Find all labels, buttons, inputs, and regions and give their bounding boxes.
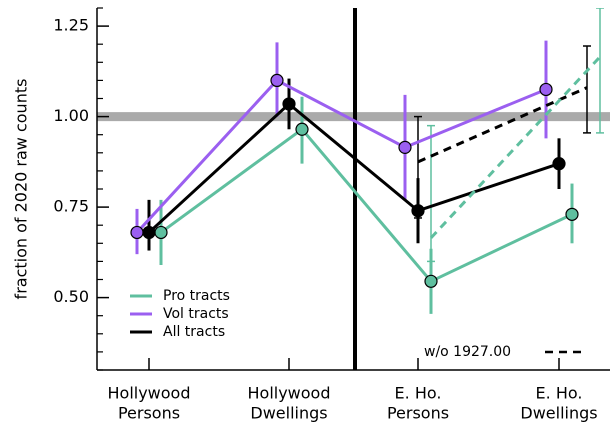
data-point xyxy=(282,97,296,111)
x-tick-label: E. Ho. xyxy=(536,384,583,403)
x-tick-label: Hollywood xyxy=(108,384,191,403)
annotation: w/o 1927.00 xyxy=(424,344,511,360)
x-tick-label: Dwellings xyxy=(520,404,597,423)
data-point xyxy=(398,140,412,154)
x-tick-label: E. Ho. xyxy=(395,384,442,403)
data-point xyxy=(270,73,284,88)
data-point xyxy=(411,204,425,218)
data-point xyxy=(130,225,144,240)
data-point xyxy=(552,157,566,171)
data-point xyxy=(142,225,156,240)
data-point xyxy=(295,122,309,136)
plot-area xyxy=(130,8,604,314)
y-axis-label: fraction of 2020 raw counts xyxy=(12,79,31,300)
series-line xyxy=(417,86,588,164)
y-tick-label: 1.25 xyxy=(53,16,89,35)
legend-label: Vol tracts xyxy=(163,306,229,322)
y-tick-label: 0.50 xyxy=(53,287,89,306)
series-line xyxy=(147,101,560,234)
x-tick-label: Persons xyxy=(118,404,180,423)
series-line xyxy=(160,127,573,284)
y-tick-label: 1.00 xyxy=(53,106,89,125)
x-tick-label: Hollywood xyxy=(248,384,331,403)
x-tick-label: Dwellings xyxy=(250,404,327,423)
series-line xyxy=(135,78,547,234)
y-tick-label: 0.75 xyxy=(53,197,89,216)
legend-label: All tracts xyxy=(163,324,225,340)
data-point xyxy=(565,207,579,221)
data-point xyxy=(539,82,553,97)
x-tick-label: Persons xyxy=(387,404,449,423)
legend-label: Pro tracts xyxy=(163,288,230,304)
data-point xyxy=(424,274,438,288)
data-point xyxy=(154,225,168,240)
